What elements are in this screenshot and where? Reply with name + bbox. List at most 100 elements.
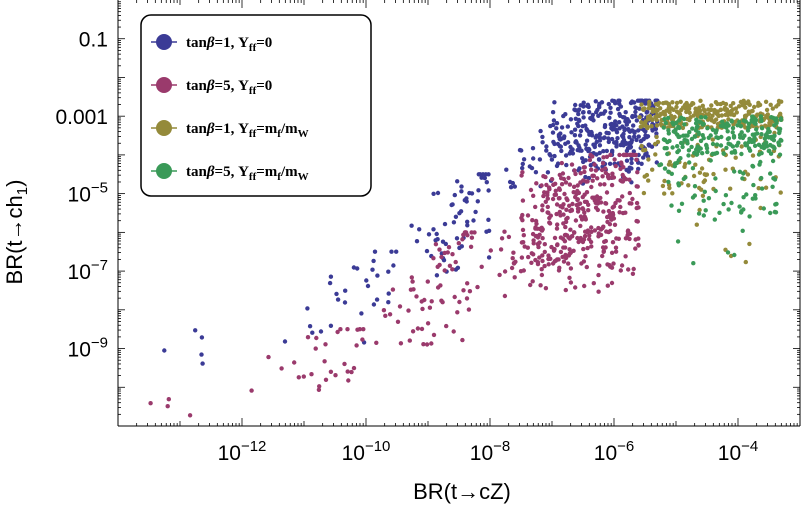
- data-point: [704, 144, 708, 148]
- data-point: [551, 130, 555, 134]
- data-point: [575, 198, 579, 202]
- data-point: [537, 233, 541, 237]
- data-point: [610, 172, 614, 176]
- data-point: [483, 176, 487, 180]
- data-point: [547, 185, 551, 189]
- data-point: [585, 104, 589, 108]
- data-point: [608, 111, 612, 115]
- data-point: [764, 100, 768, 104]
- data-point: [510, 266, 514, 270]
- data-point: [360, 337, 364, 341]
- data-point: [317, 384, 321, 388]
- data-point: [361, 327, 365, 331]
- data-point: [583, 165, 587, 169]
- data-point: [647, 143, 651, 147]
- data-point: [631, 123, 635, 127]
- x-axis-ticks: 10−12 10−10 10−8 10−6 10−4: [218, 438, 759, 465]
- data-point: [632, 100, 636, 104]
- data-point: [447, 245, 451, 249]
- data-point: [618, 114, 622, 118]
- data-point: [598, 182, 602, 186]
- series-4-points: [657, 114, 783, 265]
- data-point: [666, 170, 670, 174]
- data-point: [658, 112, 662, 116]
- data-point: [605, 220, 609, 224]
- data-point: [464, 196, 468, 200]
- data-point: [581, 247, 585, 251]
- data-point: [573, 128, 577, 132]
- data-point: [583, 214, 587, 218]
- data-point: [599, 112, 603, 116]
- data-point: [666, 102, 670, 106]
- data-point: [752, 105, 756, 109]
- data-point: [563, 225, 567, 229]
- data-point: [414, 294, 418, 298]
- data-point: [346, 369, 350, 373]
- data-point: [601, 245, 605, 249]
- data-point: [667, 106, 671, 110]
- data-point: [543, 250, 547, 254]
- data-point: [608, 213, 612, 217]
- data-point: [429, 341, 433, 345]
- data-point: [548, 153, 552, 157]
- data-point: [579, 171, 583, 175]
- data-point: [632, 267, 636, 271]
- data-point: [650, 118, 654, 122]
- data-point: [728, 187, 732, 191]
- data-point: [751, 153, 755, 157]
- data-point: [455, 179, 459, 183]
- data-point: [583, 123, 587, 127]
- data-point: [354, 343, 358, 347]
- data-point: [410, 279, 414, 283]
- data-point: [685, 141, 689, 145]
- data-point: [673, 130, 677, 134]
- data-point: [444, 324, 448, 328]
- data-point: [604, 171, 608, 175]
- data-point: [753, 144, 757, 148]
- data-point: [662, 117, 666, 121]
- data-point: [593, 228, 597, 232]
- data-point: [531, 252, 535, 256]
- data-point: [610, 281, 614, 285]
- data-point: [538, 227, 542, 231]
- data-point: [746, 172, 750, 176]
- data-point: [759, 145, 763, 149]
- data-point: [719, 124, 723, 128]
- data-point: [602, 249, 606, 253]
- data-point: [578, 133, 582, 137]
- data-point: [575, 122, 579, 126]
- data-point: [576, 148, 580, 152]
- data-point: [779, 100, 783, 104]
- data-point: [428, 306, 432, 310]
- data-point: [702, 199, 706, 203]
- data-point: [641, 148, 645, 152]
- data-point: [167, 397, 171, 401]
- data-point: [544, 148, 548, 152]
- data-point: [541, 194, 545, 198]
- data-point: [606, 175, 610, 179]
- data-point: [696, 130, 700, 134]
- data-point: [645, 126, 649, 130]
- data-point: [704, 208, 708, 212]
- data-point: [540, 267, 544, 271]
- data-point: [536, 242, 540, 246]
- data-point: [683, 103, 687, 107]
- data-point: [666, 116, 670, 120]
- data-point: [779, 116, 783, 120]
- data-point: [465, 281, 469, 285]
- y-axis-label: BR(t→ch1): [2, 180, 31, 285]
- data-point: [630, 197, 634, 201]
- data-point: [551, 140, 555, 144]
- data-point: [741, 229, 745, 233]
- data-point: [581, 110, 585, 114]
- data-point: [587, 147, 591, 151]
- data-point: [558, 137, 562, 141]
- data-point: [772, 123, 776, 127]
- data-point: [771, 144, 775, 148]
- data-point: [543, 175, 547, 179]
- data-point: [473, 210, 477, 214]
- data-point: [338, 327, 342, 331]
- data-point: [702, 107, 706, 111]
- data-point: [635, 206, 639, 210]
- data-point: [200, 335, 204, 339]
